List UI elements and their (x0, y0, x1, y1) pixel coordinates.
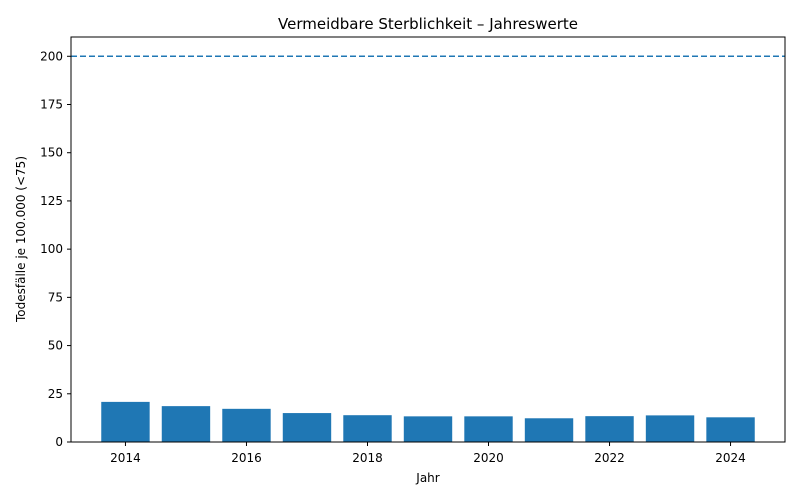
bar-2018 (343, 415, 392, 442)
chart-title: Vermeidbare Sterblichkeit – Jahreswerte (278, 15, 578, 33)
bar-2023 (645, 415, 695, 442)
bar-2022 (585, 416, 634, 442)
y-axis-title: Todesfälle je 100.000 (<75) (14, 156, 28, 323)
x-tick-label: 2014 (110, 451, 141, 465)
y-tick-label: 100 (40, 242, 63, 256)
plot-frame (70, 36, 786, 443)
x-axis-title: Jahr (415, 471, 439, 485)
y-axis: 0 25 50 75 100 125 150 175 200 (40, 49, 71, 449)
x-tick-label: 2016 (231, 451, 262, 465)
x-tick-label: 2020 (473, 451, 504, 465)
y-tick-label: 50 (48, 339, 63, 353)
y-tick-label: 200 (40, 49, 63, 63)
x-axis: 2014 2016 2018 2020 2022 2024 (110, 442, 746, 465)
x-tick-label: 2022 (594, 451, 625, 465)
bar-2015 (161, 406, 211, 442)
bar-2020 (464, 416, 513, 442)
bar-2019 (403, 416, 453, 442)
y-tick-label: 75 (48, 290, 63, 304)
bar-2016 (222, 408, 271, 442)
y-tick-label: 175 (40, 98, 63, 112)
x-tick-label: 2024 (715, 451, 746, 465)
y-tick-label: 150 (40, 146, 63, 160)
bar-2021 (524, 418, 574, 442)
bar-2024 (706, 417, 755, 442)
y-tick-label: 25 (48, 387, 63, 401)
bar-2017 (282, 413, 332, 442)
x-tick-label: 2018 (352, 451, 383, 465)
bar-2014 (101, 401, 150, 442)
y-tick-label: 125 (40, 194, 63, 208)
bars-group (101, 401, 755, 442)
y-tick-label: 0 (55, 435, 63, 449)
